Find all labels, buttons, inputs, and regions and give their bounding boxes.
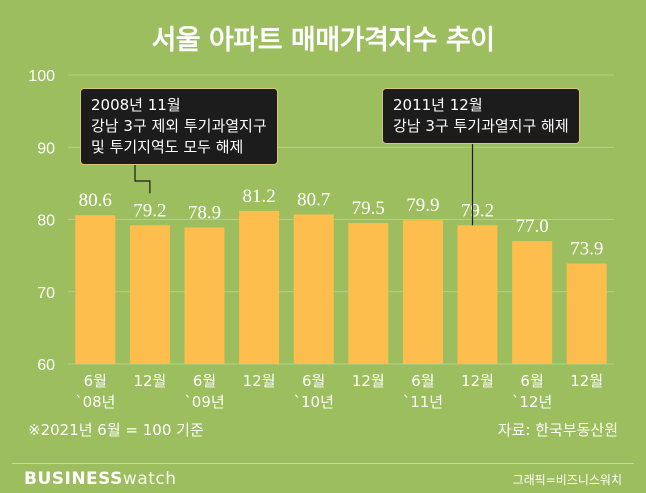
bar-0 bbox=[75, 215, 116, 364]
value-label-7: 79.2 bbox=[461, 200, 494, 221]
x-tick-label-3: 12월 bbox=[243, 372, 276, 390]
y-tick-label-80: 80 bbox=[37, 213, 55, 230]
brand-logo: BUSINESSwatch bbox=[24, 469, 177, 489]
baseline-note: ※2021년 6월 = 100 기준 bbox=[28, 421, 204, 439]
brand-logo-light: watch bbox=[122, 469, 177, 489]
footer: BUSINESSwatch 그래픽=비즈니스워치 bbox=[0, 453, 646, 493]
value-label-5: 79.5 bbox=[352, 198, 385, 219]
annotation-leader-0 bbox=[134, 165, 151, 194]
bar-9 bbox=[566, 263, 607, 364]
value-label-0: 80.6 bbox=[79, 190, 112, 211]
annotation-2011-line-2: 강남 3구 투기과열지구 해제 bbox=[393, 117, 569, 135]
annotation-2008-line-2: 강남 3구 제외 투기과열지구 bbox=[91, 117, 267, 135]
bar-6 bbox=[402, 220, 443, 364]
bar-1 bbox=[129, 225, 170, 364]
value-label-1: 79.2 bbox=[133, 200, 166, 221]
x-tick-label-0: 6월 bbox=[84, 372, 107, 390]
x-tick-year-8: `12년 bbox=[512, 393, 552, 411]
bar-8 bbox=[512, 241, 553, 364]
bar-2 bbox=[184, 227, 225, 364]
annotation-2011-box: 2011년 12월 강남 3구 투기과열지구 해제 bbox=[382, 88, 580, 144]
x-tick-label-5: 12월 bbox=[352, 372, 385, 390]
x-tick-year-4: `10년 bbox=[294, 393, 334, 411]
value-label-4: 80.7 bbox=[297, 189, 330, 210]
brand-logo-bold: BUSINESS bbox=[24, 469, 123, 489]
annotation-2008-box: 2008년 11월 강남 3구 제외 투기과열지구 및 투기지역도 모두 해제 bbox=[80, 88, 278, 165]
value-label-2: 78.9 bbox=[188, 202, 221, 223]
y-tick-label-100: 100 bbox=[28, 68, 55, 85]
x-tick-year-0: `08년 bbox=[75, 393, 115, 411]
x-tick-label-7: 12월 bbox=[461, 372, 494, 390]
bar-5 bbox=[348, 223, 389, 364]
y-tick-label-60: 60 bbox=[37, 357, 55, 374]
x-tick-year-6: `11년 bbox=[403, 393, 443, 411]
value-label-8: 77.0 bbox=[515, 216, 548, 237]
y-tick-label-90: 90 bbox=[37, 140, 55, 157]
value-label-3: 81.2 bbox=[242, 186, 275, 207]
value-label-6: 79.9 bbox=[406, 195, 439, 216]
bar-4 bbox=[293, 214, 334, 364]
chart-title: 서울 아파트 매매가격지수 추이 bbox=[151, 25, 495, 56]
annotation-2008-line-1: 2008년 11월 bbox=[91, 96, 181, 114]
footer-divider bbox=[12, 463, 634, 464]
bar-7 bbox=[457, 225, 498, 364]
x-tick-label-6: 6월 bbox=[411, 372, 434, 390]
x-tick-label-8: 6월 bbox=[520, 372, 543, 390]
graphic-credit: 그래픽=비즈니스워치 bbox=[512, 473, 622, 487]
y-tick-label-70: 70 bbox=[37, 285, 55, 302]
x-tick-year-2: `09년 bbox=[184, 393, 224, 411]
x-tick-label-2: 6월 bbox=[193, 372, 216, 390]
annotation-2011-line-1: 2011년 12월 bbox=[393, 96, 483, 114]
annotation-2008-line-3: 및 투기지역도 모두 해제 bbox=[91, 138, 244, 156]
x-tick-label-4: 6월 bbox=[302, 372, 325, 390]
value-label-9: 73.9 bbox=[570, 239, 603, 260]
source-label: 자료: 한국부동산원 bbox=[497, 421, 618, 439]
x-tick-label-9: 12월 bbox=[570, 372, 603, 390]
x-tick-label-1: 12월 bbox=[133, 372, 166, 390]
bar-3 bbox=[239, 210, 280, 364]
